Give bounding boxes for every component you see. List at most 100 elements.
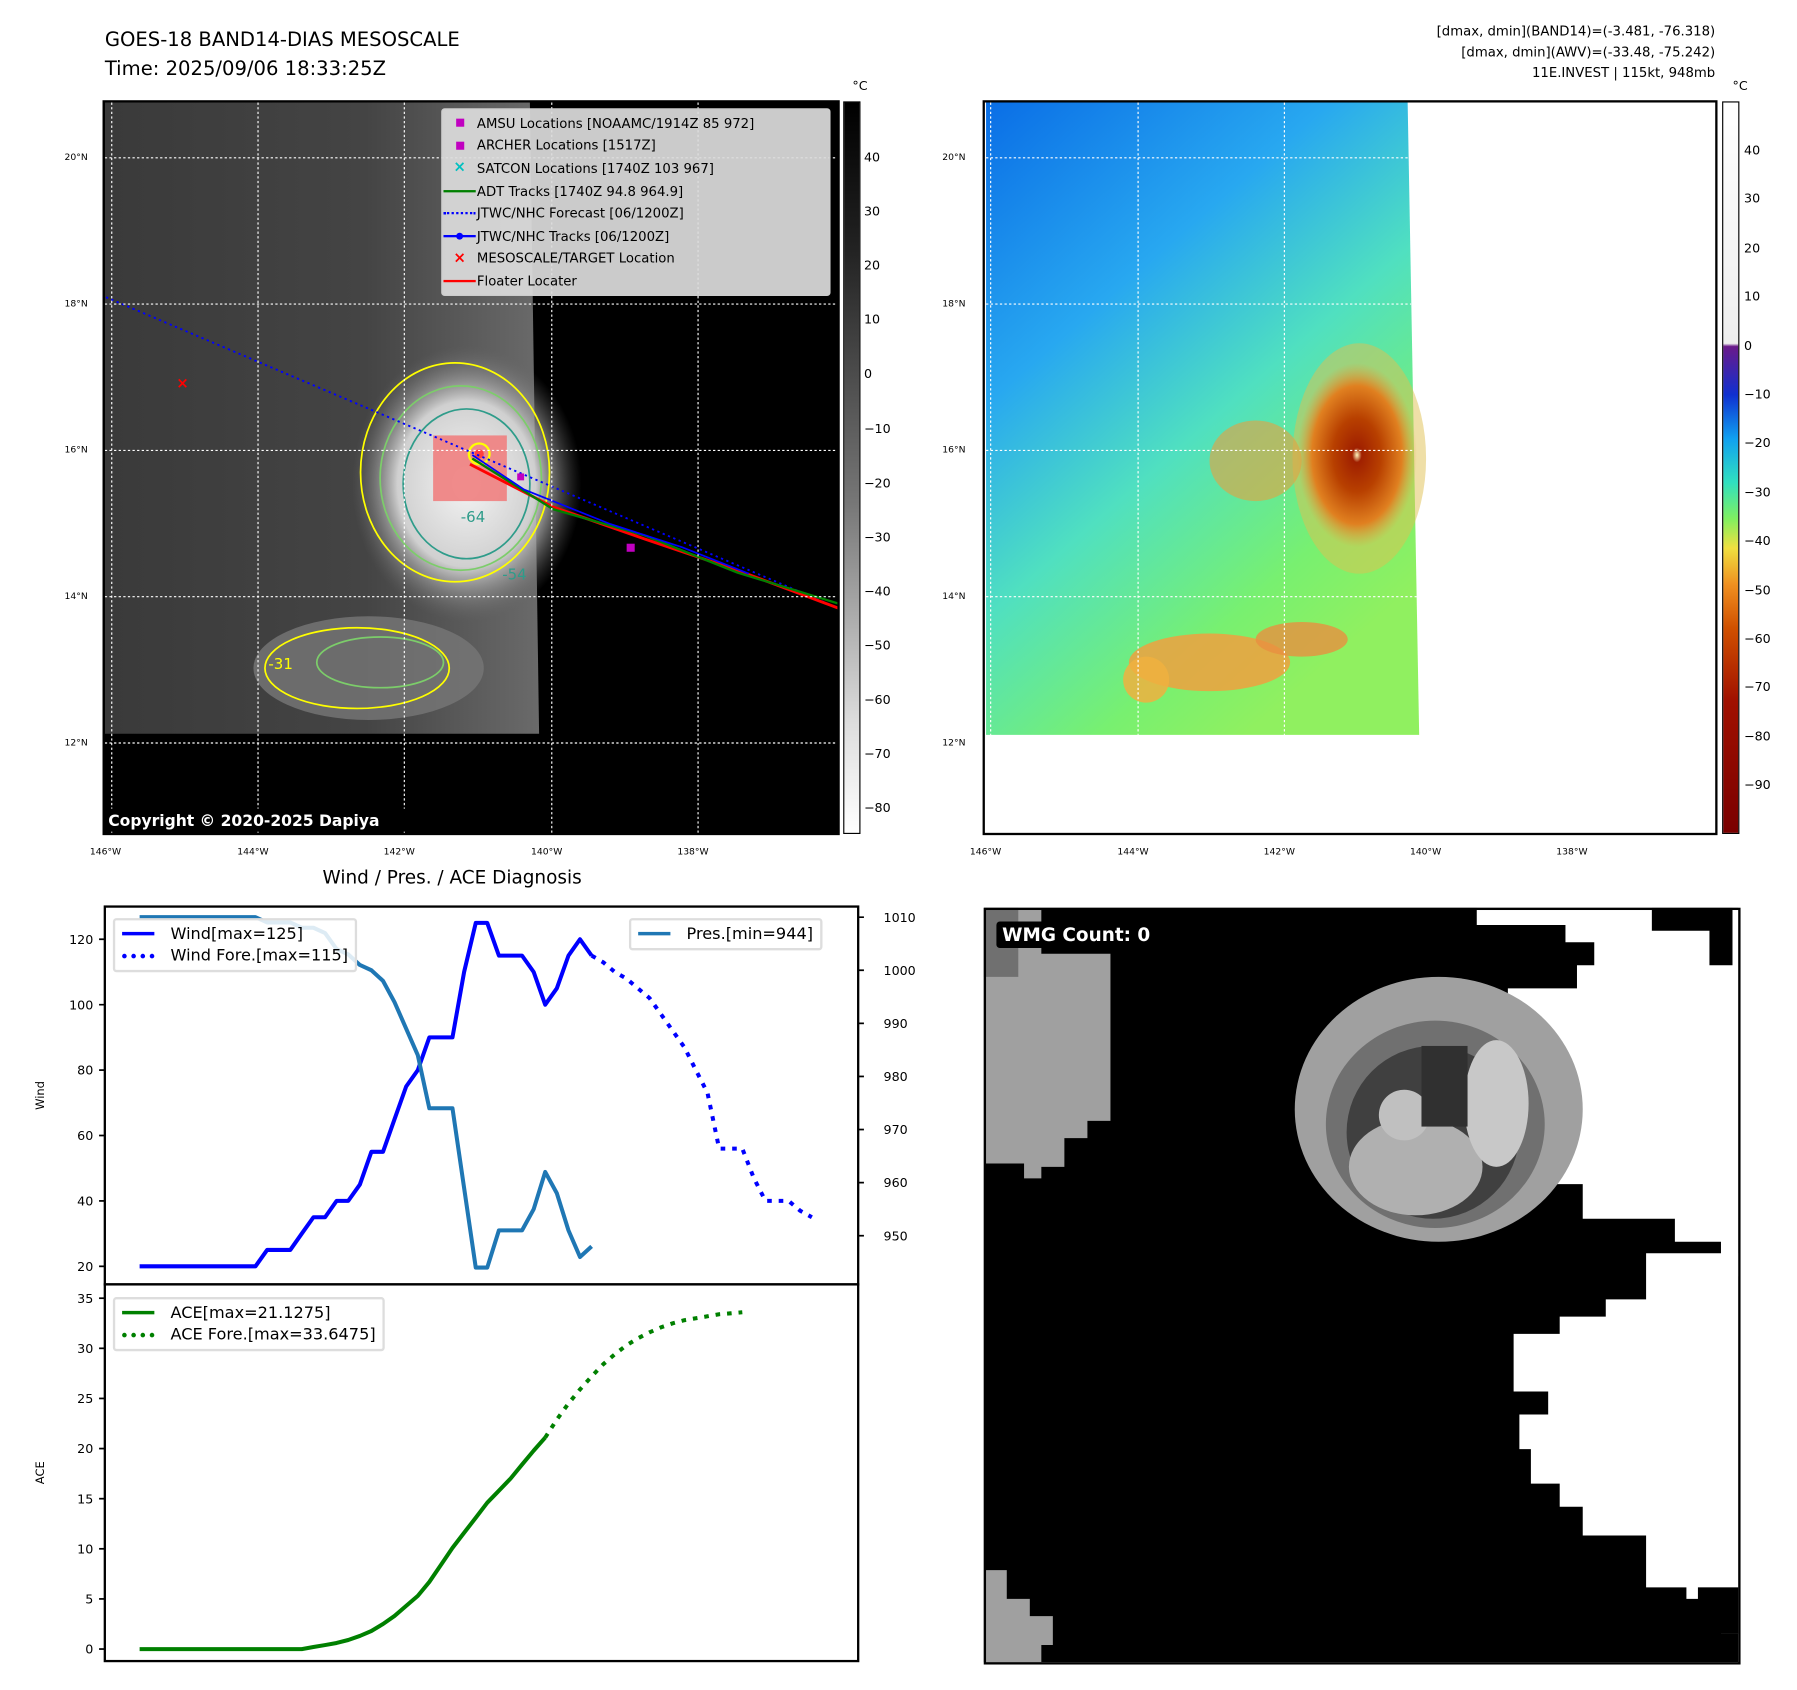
- colorbar-tick: −20: [1744, 435, 1771, 451]
- floater-box: [433, 435, 507, 502]
- y-tick-label: 10: [77, 1541, 93, 1556]
- line-marker-icon: [442, 189, 477, 192]
- wmg-frame: [983, 907, 1741, 1665]
- diagnosis-chart: 2040608010012095096097098099010001010Win…: [33, 905, 916, 1663]
- line-marker-icon: [442, 232, 477, 240]
- colorbar-tick: −50: [863, 638, 891, 654]
- colorbar-tick: 10: [863, 312, 881, 328]
- contour-label: -64: [461, 508, 485, 526]
- legend-label: ACE Fore.[max=33.6475]: [170, 1326, 376, 1345]
- y2-tick-label: 950: [884, 1228, 908, 1243]
- line-marker-icon: [442, 212, 477, 215]
- legend-item: JTWC/NHC Forecast [06/1200Z]: [442, 202, 829, 225]
- lat-tick: 12°N: [942, 737, 966, 748]
- colorbar-tick: −80: [863, 800, 891, 816]
- colorbar-tick: 40: [863, 149, 881, 165]
- y2-tick-label: 980: [884, 1069, 908, 1084]
- lat-tick: 18°N: [64, 298, 88, 309]
- jtwc-track: [471, 454, 750, 575]
- y2-tick-label: 960: [884, 1175, 908, 1190]
- lon-tick: 146°W: [969, 846, 1002, 858]
- y2-tick-label: 1000: [884, 963, 916, 978]
- colorbar-unit: °C: [1732, 78, 1748, 94]
- lon-tick: 140°W: [1409, 846, 1442, 858]
- lat-tick: 20°N: [942, 152, 966, 163]
- y-tick-label: 100: [69, 997, 93, 1012]
- y-tick-label: 80: [77, 1063, 93, 1078]
- wmg-count-label: WMG Count: 0: [996, 921, 1157, 949]
- y-tick-label: 60: [77, 1128, 93, 1143]
- ace-legend: ACE[max=21.1275] ACE Fore.[max=33.6475]: [112, 1297, 385, 1352]
- contour-label: -54: [502, 565, 526, 583]
- lat-tick: 16°N: [64, 444, 88, 456]
- colorbar-tick: −70: [863, 746, 891, 762]
- series-line-wind: [139, 920, 594, 1269]
- pressure-legend: Pres.[min=944]: [628, 918, 823, 950]
- y-tick-label: 30: [77, 1341, 93, 1356]
- colorbar-tick: 20: [1744, 240, 1761, 256]
- legend-label: JTWC/NHC Forecast [06/1200Z]: [476, 205, 684, 222]
- lat-tick: 12°N: [64, 737, 88, 748]
- colorbar-tick: −50: [1744, 582, 1771, 598]
- legend-item: Wind Fore.[max=115]: [122, 945, 348, 968]
- lat-tick: 16°N: [942, 444, 966, 456]
- lat-tick: 20°N: [64, 152, 88, 163]
- target-location-marker: ×: [176, 374, 189, 392]
- legend-label: Wind Fore.[max=115]: [170, 947, 349, 966]
- legend-item: Pres.[min=944]: [638, 923, 813, 946]
- legend-label: ARCHER Locations [1517Z]: [476, 137, 656, 154]
- y-tick-label: 40: [77, 1194, 93, 1209]
- lon-tick: 138°W: [677, 846, 709, 858]
- y-tick-label: 25: [77, 1391, 93, 1406]
- square-marker-icon: [442, 141, 477, 150]
- lon-tick: 144°W: [237, 846, 269, 858]
- square-marker-icon: [442, 118, 477, 128]
- colorbar-tick: 40: [1744, 142, 1761, 158]
- wind-legend: Wind[max=125] Wind Fore.[max=115]: [112, 918, 358, 973]
- colorbar-tick: −30: [1744, 484, 1771, 500]
- legend-label: Floater Locater: [476, 272, 577, 290]
- y-axis-label: ACE: [33, 1461, 47, 1484]
- forecast-track: [105, 296, 838, 609]
- colorbar-tick: −10: [863, 421, 891, 437]
- ir-colorbar: [843, 101, 861, 834]
- colorbar-tick: −80: [1744, 728, 1771, 744]
- colorbar-tick: −60: [863, 692, 891, 708]
- ir-map-panel: -64 -54 -31 × Copyright © 2020-2025 Dapi…: [102, 100, 840, 836]
- legend-item: ACE Fore.[max=33.6475]: [122, 1324, 376, 1347]
- lon-tick: 142°W: [1263, 846, 1295, 858]
- lat-tick: 14°N: [942, 590, 966, 602]
- series-line-ace: [139, 1436, 547, 1652]
- contour-label: -31: [268, 655, 292, 673]
- gridlines: [104, 102, 838, 833]
- lon-tick: 138°W: [1556, 846, 1588, 858]
- legend-label: JTWC/NHC Tracks [06/1200Z]: [476, 227, 670, 244]
- y2-tick-label: 990: [884, 1016, 908, 1031]
- lon-tick: 144°W: [1117, 846, 1149, 858]
- awv-imagery: [986, 102, 1420, 735]
- legend-item: × MESOSCALE/TARGET Location: [442, 247, 829, 270]
- colorbar-tick: −90: [1744, 777, 1771, 793]
- legend-label: ADT Tracks [1740Z 94.8 964.9]: [476, 182, 684, 199]
- lat-tick: 14°N: [64, 590, 88, 602]
- legend-label: AMSU Locations [NOAAMC/1914Z 85 972]: [476, 114, 755, 132]
- lon-tick: 146°W: [89, 846, 122, 858]
- awv-range: [dmax, dmin](AWV)=(-33.48, -75.242): [1461, 43, 1716, 60]
- legend-item: × SATCON Locations [1740Z 103 967]: [442, 157, 829, 180]
- legend-label: Wind[max=125]: [170, 924, 304, 944]
- awv-map-panel: [982, 100, 1718, 836]
- x-marker-icon: ×: [453, 249, 466, 268]
- legend-item: JTWC/NHC Tracks [06/1200Z]: [442, 225, 829, 248]
- colorbar-tick: 30: [863, 203, 881, 219]
- copyright: Copyright © 2020-2025 Dapiya: [108, 812, 379, 830]
- colorbar-tick: −70: [1744, 680, 1771, 696]
- lon-tick: 140°W: [531, 846, 563, 858]
- colorbar-tick: −40: [1744, 533, 1771, 549]
- y-tick-label: 5: [85, 1592, 93, 1607]
- colorbar-tick: 0: [1744, 338, 1753, 354]
- y-tick-label: 0: [85, 1642, 93, 1657]
- colorbar-unit: °C: [852, 78, 868, 94]
- contour: [359, 361, 551, 583]
- lon-tick: 142°W: [383, 846, 415, 858]
